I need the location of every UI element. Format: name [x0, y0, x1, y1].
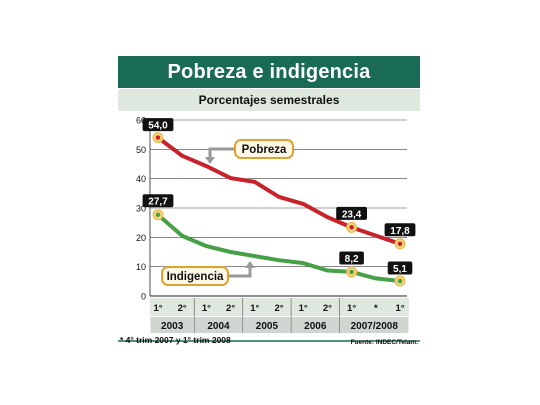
x-tick-label: 2°: [178, 303, 187, 314]
y-tick-label: 50: [136, 145, 146, 155]
data-label-box: [384, 223, 416, 237]
x-tick-label: 1°: [395, 303, 404, 314]
data-label-text: 8,2: [345, 254, 359, 265]
data-label-box: [336, 206, 367, 220]
data-label-text: 17,8: [390, 226, 410, 237]
x-tick-label: 2°: [274, 303, 283, 314]
data-label-text: 27,7: [148, 197, 168, 208]
x-group-label: 2003: [161, 321, 184, 332]
y-tick-label: 60: [136, 116, 146, 126]
data-point-dot: [155, 135, 161, 140]
x-axis: 1° 2° 1° 2° 1° 2° 1° 2° 1° * 1° 2003 2004 2005 2006 200…: [118, 298, 420, 342]
x-group-cell: [243, 317, 291, 333]
data-label-text: 23,4: [342, 209, 362, 220]
x-tick-label: 1°: [153, 303, 162, 314]
y-axis-ticks: 0 10 20 30 40 50 60: [136, 116, 146, 302]
data-label-box: [142, 118, 174, 132]
data-label-box: [339, 251, 364, 265]
callout-box: [234, 139, 294, 159]
legend-label: Pobreza: [242, 144, 287, 156]
y-tick-label: 40: [136, 174, 146, 184]
data-point-dot: [155, 212, 161, 217]
data-label: 54,0: [142, 118, 174, 132]
x-group-label: 2005: [256, 321, 279, 332]
source-credit: Fuente: INDEC/Telam.: [351, 339, 419, 346]
series-line-pobreza: [156, 135, 402, 246]
data-label: 8,2: [339, 251, 364, 265]
data-label-text: 5,1: [393, 264, 407, 275]
data-label-box: [387, 261, 413, 275]
x-tick-label: 2°: [323, 303, 332, 314]
x-group-cell: [291, 317, 339, 333]
x-tick-label: 1°: [202, 303, 211, 314]
callout-arrow: [208, 147, 235, 158]
x-group-cell: [340, 317, 409, 333]
line-chart: 0 10 20 30 40 50 60 Pobreza Indigencia 54,0 23,4…: [118, 116, 420, 346]
x-tick-label: 1°: [347, 303, 356, 314]
x-group-cell: [150, 317, 194, 333]
series-callouts: Pobreza Indigencia: [161, 139, 294, 286]
y-tick-label: 30: [136, 204, 146, 214]
x-tick-label: *: [374, 303, 378, 314]
x-group-cell: [194, 317, 243, 333]
data-markers: [152, 132, 406, 287]
callout-arrow-head: [205, 157, 215, 164]
x-axis-band: [150, 298, 409, 316]
data-label: 27,7: [142, 194, 174, 208]
data-point-dot: [349, 269, 354, 275]
series-lines: [156, 135, 402, 283]
callout-pobreza: Pobreza: [205, 139, 294, 164]
legend-label: Indigencia: [167, 271, 224, 283]
data-label: 5,1: [387, 261, 413, 275]
callout-box: [161, 266, 229, 286]
x-tick-label: 1°: [250, 303, 259, 314]
x-group-label: 2004: [207, 321, 230, 332]
y-tick-label: 0: [141, 292, 146, 302]
x-tick-label: 2°: [226, 303, 235, 314]
chart-subtitle: Porcentajes semestrales: [118, 89, 420, 111]
y-tick-label: 10: [136, 262, 146, 272]
chart-title: Pobreza e indigencia: [118, 56, 420, 88]
x-group-label: 2007/2008: [351, 321, 399, 332]
callout-arrow-head: [245, 261, 255, 268]
series-line-indigencia: [156, 212, 402, 283]
data-point-dot: [397, 241, 403, 246]
footnote: * 4° trim 2007 y 1° trim 2008: [120, 335, 231, 345]
data-point-dot: [397, 278, 403, 284]
data-label: 17,8: [384, 223, 416, 237]
callout-arrow: [228, 267, 252, 278]
data-label-text: 54,0: [148, 121, 168, 132]
x-group-label: 2006: [304, 321, 327, 332]
data-point-dot: [349, 225, 354, 230]
data-labels: 54,0 23,4 17,8 27,7 8,2 5,1: [142, 118, 416, 275]
x-tick-label: 1°: [299, 303, 308, 314]
callout-indigencia: Indigencia: [161, 261, 255, 286]
y-tick-label: 20: [136, 233, 146, 243]
data-label: 23,4: [336, 206, 367, 220]
chart-footer: * 4° trim 2007 y 1° trim 2008 Fuente: IN…: [120, 335, 418, 346]
infographic: Pobreza e indigencia Porcentajes semestr…: [118, 56, 420, 354]
data-label-box: [142, 194, 174, 208]
